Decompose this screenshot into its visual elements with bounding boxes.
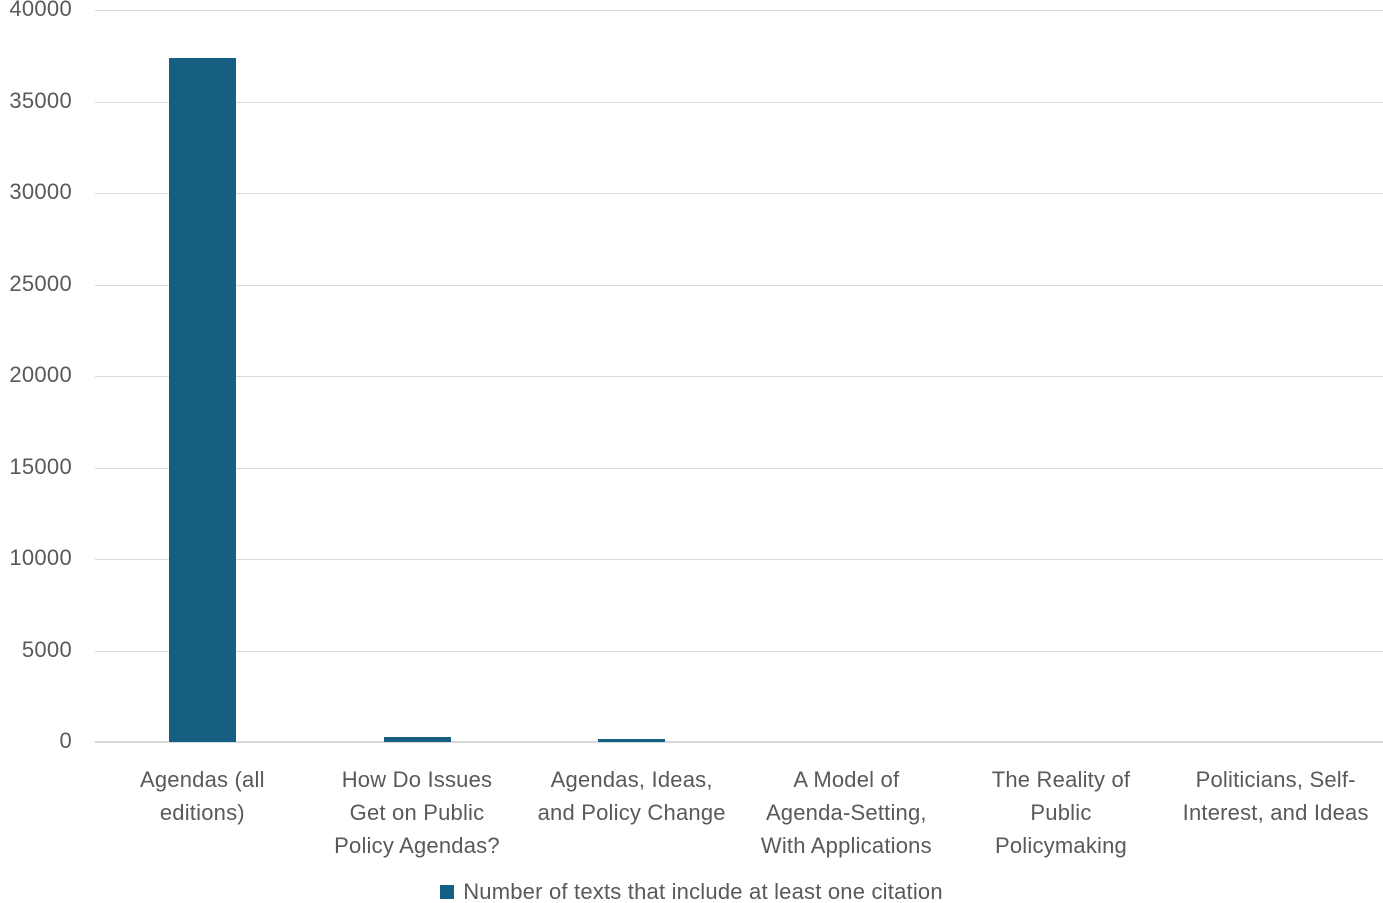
gridline [95,101,1383,103]
y-axis-tick-label: 40000 [9,0,72,21]
y-axis-tick-label: 10000 [9,545,72,570]
gridline [95,10,1383,11]
legend: Number of texts that include at least on… [0,879,1383,903]
x-axis-category-label: Politicians, Self- Interest, and Ideas [1182,767,1369,825]
y-axis-tick-label: 20000 [9,362,72,387]
gridline [95,284,1383,286]
gridline [95,467,1383,469]
gridline [95,559,1383,560]
x-axis-category-label: How Do Issues Get on Public Policy Agendas… [334,767,500,858]
bar [383,737,451,742]
x-axis-category-label: A Model of Agenda-Setting, With Applicatio… [760,767,932,858]
legend-marker-icon [440,885,455,899]
gridline [95,193,1383,194]
x-axis-category-label: Agendas (all editions) [139,767,265,825]
y-axis-tick-label: 35000 [9,87,72,113]
y-axis-tick-label: 30000 [9,179,72,204]
gridline [95,650,1383,652]
bar [168,57,236,742]
y-axis-tick-label: 15000 [9,453,72,479]
bar [598,739,666,742]
gridline [95,376,1383,377]
x-axis-category-label: The Reality of Public Policymaking [991,767,1131,858]
y-axis-tick-label: 5000 [21,636,72,662]
legend-label: Number of texts that include at least on… [463,879,943,903]
x-axis-category-label: Agendas, Ideas, and Policy Change [537,767,726,825]
y-axis-tick-label: 25000 [9,270,72,296]
y-axis-tick-label: 0 [59,728,72,753]
plot-area [95,10,1383,743]
x-axis-line [95,741,1383,743]
